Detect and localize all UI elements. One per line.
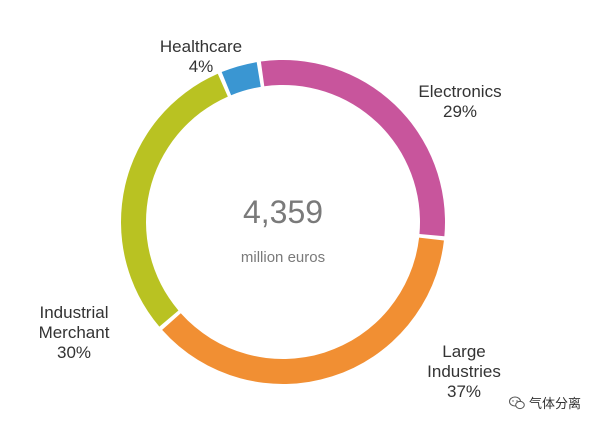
donut-slices <box>121 60 445 384</box>
slice-name-label: Merchant <box>39 323 110 342</box>
slice-name-label: Large <box>442 342 485 361</box>
slice-name-label: Electronics <box>418 82 501 101</box>
slice-value-label: 30% <box>57 343 91 362</box>
slice-large-industries <box>162 237 444 384</box>
watermark: 气体分离 <box>508 393 581 412</box>
slice-electronics <box>260 60 445 237</box>
slice-value-label: 29% <box>443 102 477 121</box>
wechat-icon <box>508 396 525 409</box>
watermark-text: 气体分离 <box>528 397 581 412</box>
slice-name-label: Industrial <box>40 303 109 322</box>
slice-industrial-merchant <box>121 73 228 327</box>
slice-name-label: Healthcare <box>160 37 242 56</box>
slice-value-label: 4% <box>189 57 214 76</box>
slice-value-label: 37% <box>447 382 481 401</box>
center-total-value: 4,359 <box>243 194 323 230</box>
center-total-unit: million euros <box>241 249 325 266</box>
slice-healthcare <box>221 62 261 96</box>
slice-name-label: Industries <box>427 362 501 381</box>
